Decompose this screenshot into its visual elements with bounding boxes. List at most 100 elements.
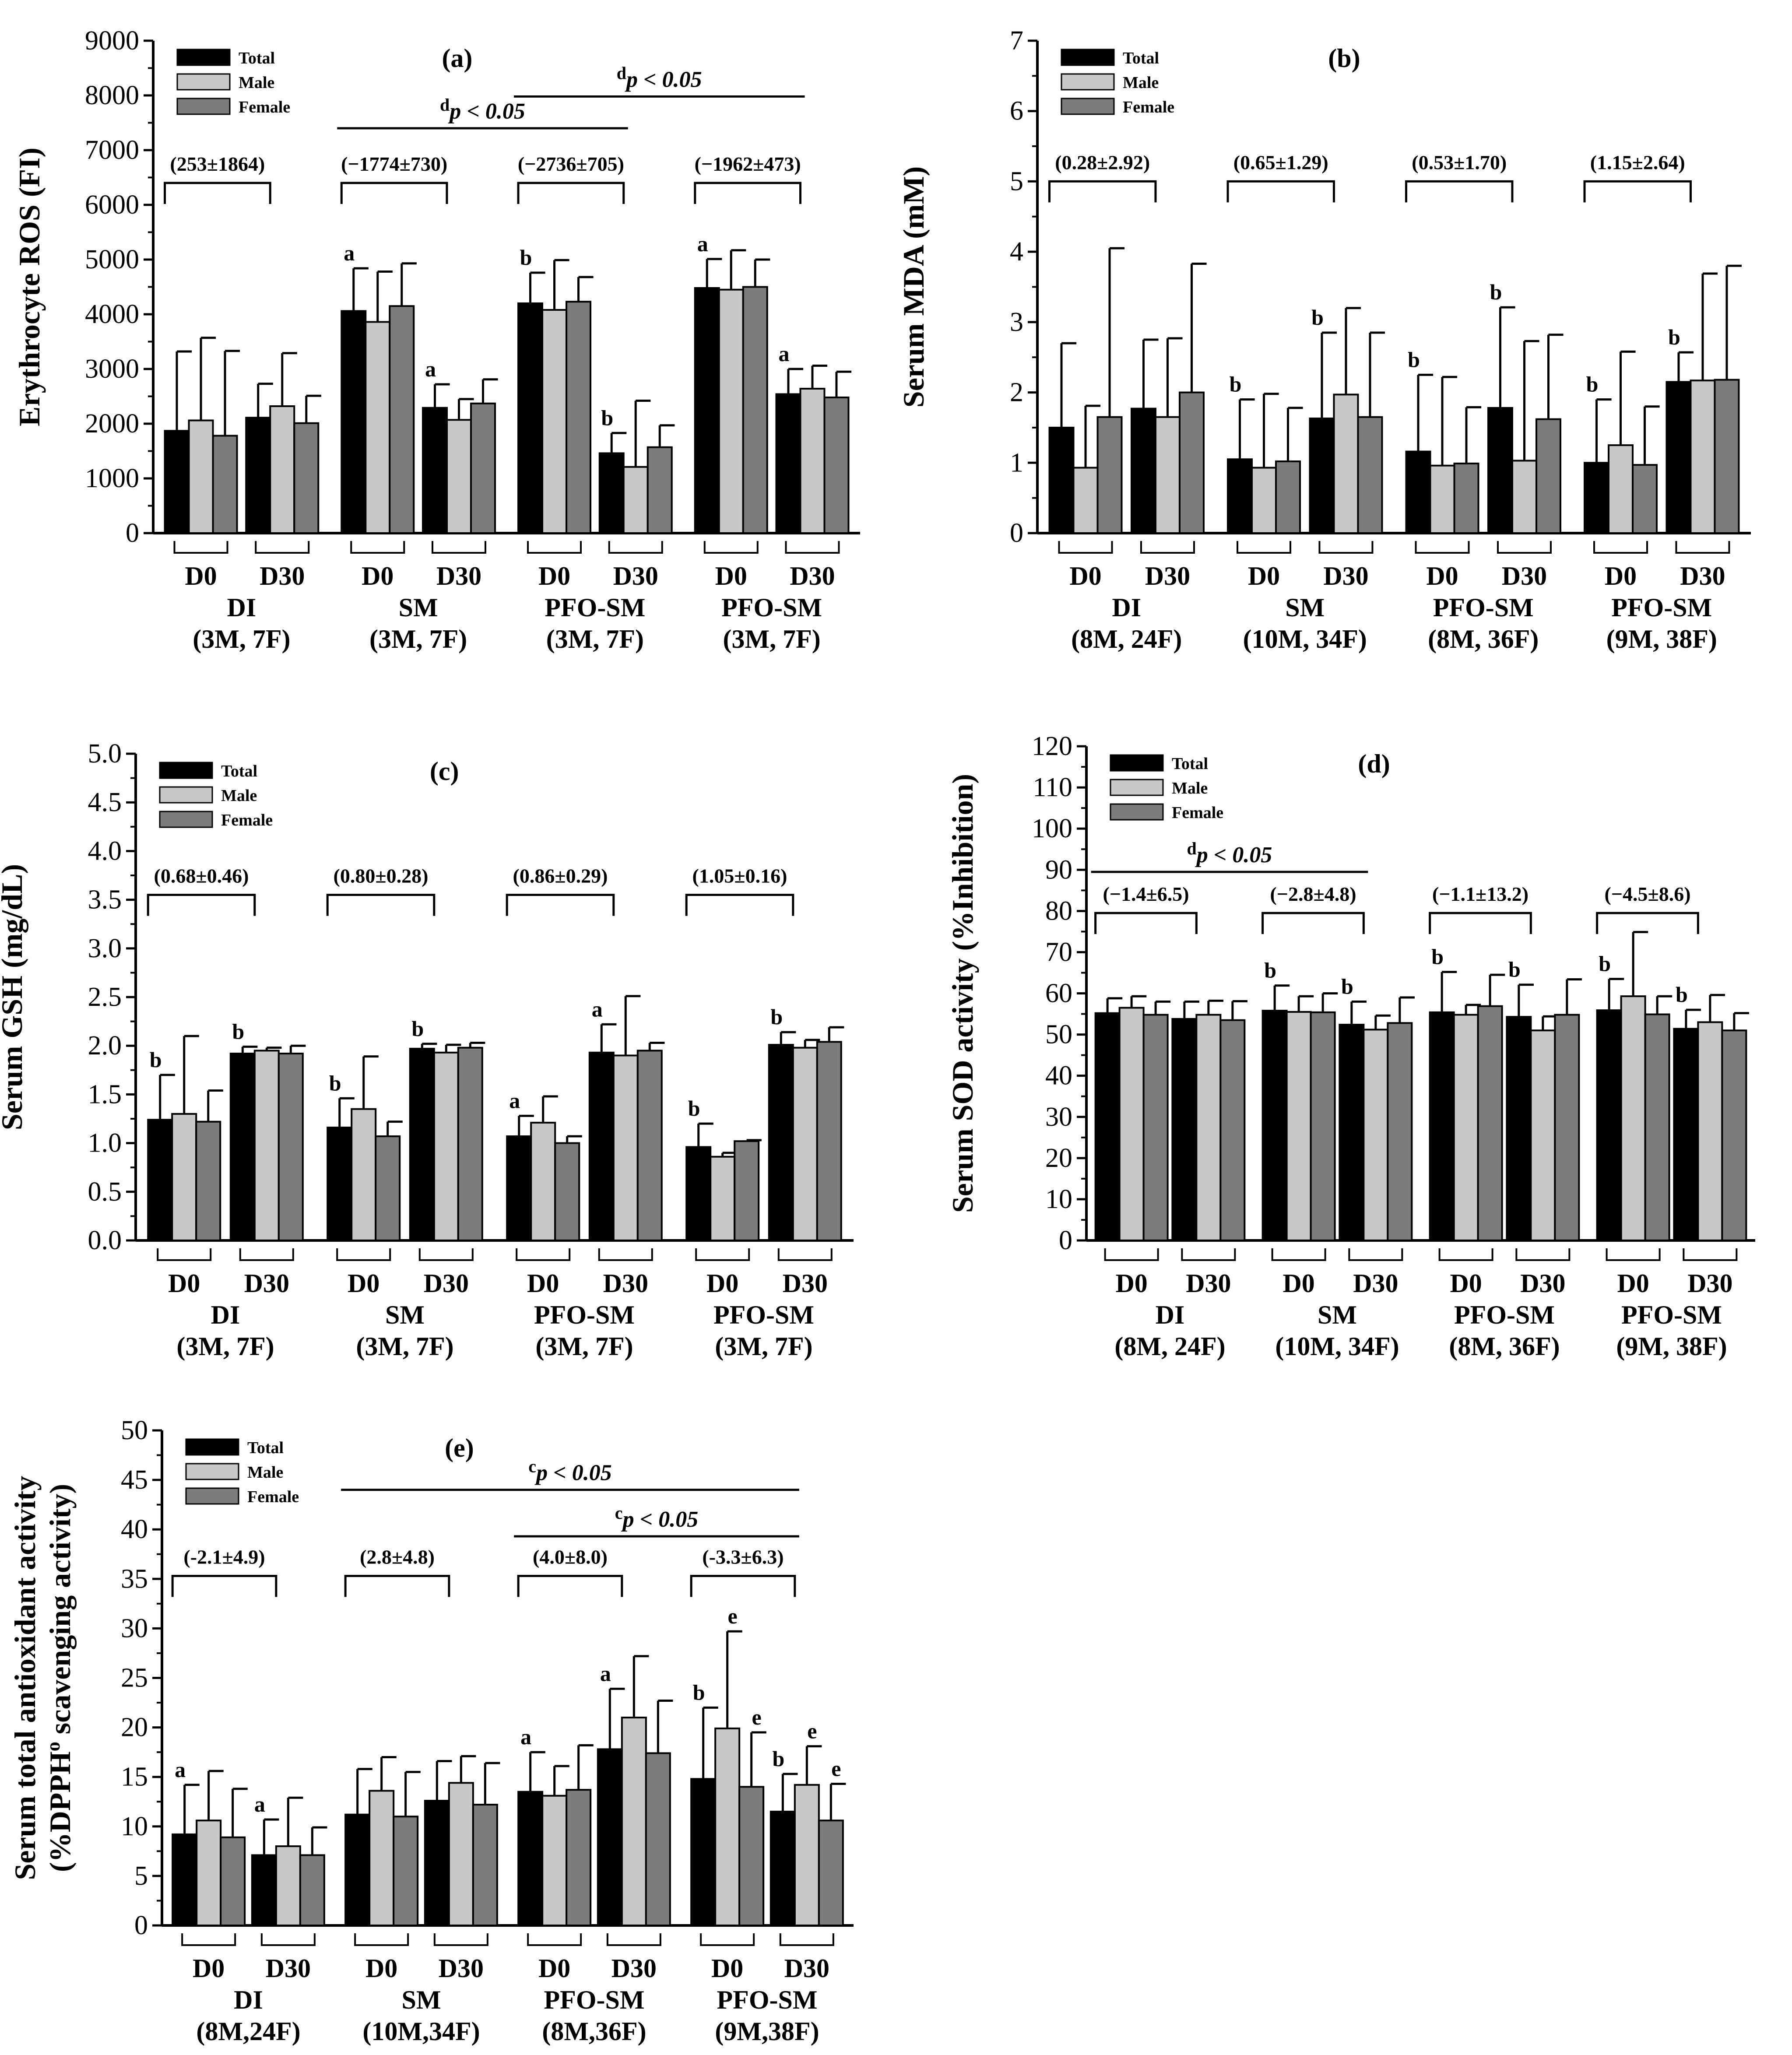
x-group-count: (3M, 7F): [546, 625, 644, 653]
x-group-label: PFO-SM: [717, 1985, 818, 2014]
x-tick-label: D0: [538, 562, 570, 590]
y-tick-label: 10: [121, 1812, 148, 1841]
x-tick-label: D0: [715, 562, 747, 590]
sig-text: p < 0.05: [534, 1461, 612, 1486]
y-tick-label: 45: [121, 1465, 148, 1495]
x-tick-label: D30: [1145, 562, 1190, 590]
x-group-bracket: [608, 541, 663, 554]
bar-d30-male: [448, 1782, 474, 1926]
x-group-bracket: [779, 1933, 834, 1946]
difference-label: (4.0±8.0): [533, 1546, 608, 1568]
chart-panel-b: 0 1 2 3 4 5 6 7 Serum MDA (mM) (b) Total Male Female…: [897, 26, 1751, 653]
bar-d0-male: [171, 1113, 197, 1241]
difference-bracket: [1226, 180, 1335, 203]
legend-swatch: [1061, 49, 1115, 66]
bar-d0-female: [389, 305, 415, 534]
x-group-count: (8M, 24F): [1071, 625, 1182, 653]
bar-d0-female: [393, 1816, 419, 1927]
bar-d0-total: [172, 1833, 198, 1926]
x-group-bracket: [1237, 541, 1292, 554]
sig-text: p < 0.05: [625, 67, 702, 92]
significance-label: dp < 0.05: [1187, 839, 1272, 868]
difference-bracket: [517, 182, 625, 204]
x-group-bracket: [1348, 1248, 1403, 1261]
x-group-label: PFO-SM: [1621, 1300, 1722, 1329]
bar-d0-total: [517, 302, 544, 534]
x-group-bracket: [255, 541, 310, 554]
bar-d30-female: [1178, 391, 1205, 534]
difference-bracket: [326, 893, 436, 916]
data-label: a: [509, 1088, 520, 1113]
data-label: b: [232, 1019, 244, 1043]
difference-bracket: [517, 1575, 623, 1597]
x-group-bracket: [418, 1248, 474, 1261]
x-group-bracket: [1683, 1248, 1738, 1261]
legend-label: Male: [1172, 779, 1208, 797]
legend-swatch: [176, 98, 231, 115]
data-label: b: [1264, 958, 1276, 983]
bar-d0-total: [1048, 426, 1075, 534]
difference-label: (0.65±1.29): [1233, 151, 1328, 173]
x-group-label: DI: [227, 593, 257, 622]
bar-d30-female: [1357, 416, 1383, 534]
difference-bracket: [1048, 180, 1157, 203]
x-group-label: PFO-SM: [1454, 1300, 1555, 1329]
x-tick-label: D30: [1520, 1269, 1565, 1298]
significance-label: cp < 0.05: [615, 1503, 698, 1532]
y-tick-label: 1000: [85, 464, 139, 493]
bar-d0-male: [1072, 467, 1099, 534]
y-tick-label: 20: [1045, 1143, 1072, 1173]
bar-d30-male: [1154, 416, 1181, 534]
bar-d0-total: [1261, 1010, 1288, 1241]
data-label: a: [344, 241, 355, 265]
y-tick-label: 50: [121, 1416, 148, 1445]
y-tick-label: 2000: [85, 409, 139, 439]
x-group-count: (8M,36F): [542, 2017, 646, 2046]
data-label: b: [1508, 957, 1521, 982]
x-group-count: (8M,24F): [196, 2017, 300, 2046]
legend-label: Female: [239, 98, 290, 116]
x-group-count: (3M, 7F): [715, 1332, 812, 1361]
bar-d30-female: [1387, 1022, 1413, 1241]
data-label: e: [752, 1705, 762, 1729]
difference-label: (1.15±2.64): [1590, 151, 1685, 173]
bar-d0-female: [1310, 1011, 1336, 1241]
difference-bracket: [164, 182, 271, 204]
bar-d0-total: [1584, 462, 1610, 534]
y-tick-label: 110: [1033, 773, 1072, 802]
bar-d0-male: [718, 288, 744, 534]
x-group-label: PFO-SM: [1433, 593, 1534, 622]
bar-d0-male: [541, 1795, 568, 1927]
x-tick-label: D0: [185, 562, 217, 590]
difference-label: (2.8±4.8): [360, 1546, 435, 1568]
bar-d0-female: [195, 1121, 221, 1242]
bar-d30-female: [816, 1041, 842, 1241]
bar-d0-total: [344, 1813, 371, 1926]
x-tick-label: D0: [1605, 562, 1637, 590]
difference-label: (0.68±0.46): [154, 864, 249, 887]
x-group-bracket: [354, 1933, 409, 1946]
legend-swatch: [176, 73, 231, 91]
data-label: b: [601, 405, 613, 430]
y-tick-label: 10: [1045, 1184, 1072, 1214]
x-group-bracket: [785, 541, 840, 554]
bar-d0-total: [1429, 1011, 1455, 1241]
y-tick-label: 0.5: [88, 1177, 122, 1207]
x-group-bracket: [516, 1248, 571, 1261]
x-group-bracket: [1058, 541, 1113, 554]
bar-d30-female: [636, 1050, 663, 1242]
data-label: b: [1490, 280, 1502, 304]
bar-d0-male: [1251, 467, 1277, 534]
y-axis-label: Serum MDA (mM): [897, 166, 930, 407]
x-tick-label: D30: [783, 1269, 828, 1298]
x-group-count: (10M,34F): [362, 2017, 480, 2046]
bar-d0-female: [554, 1142, 580, 1242]
x-group-bracket: [695, 1248, 750, 1261]
x-group-count: (10M, 34F): [1275, 1332, 1399, 1361]
y-label-superscript: o: [42, 1742, 64, 1751]
difference-label: (253±1864): [170, 153, 265, 175]
bar-d30-total: [1673, 1028, 1699, 1241]
bar-d30-male: [622, 466, 649, 534]
bar-d30-male: [792, 1047, 818, 1241]
data-label: a: [697, 232, 708, 256]
